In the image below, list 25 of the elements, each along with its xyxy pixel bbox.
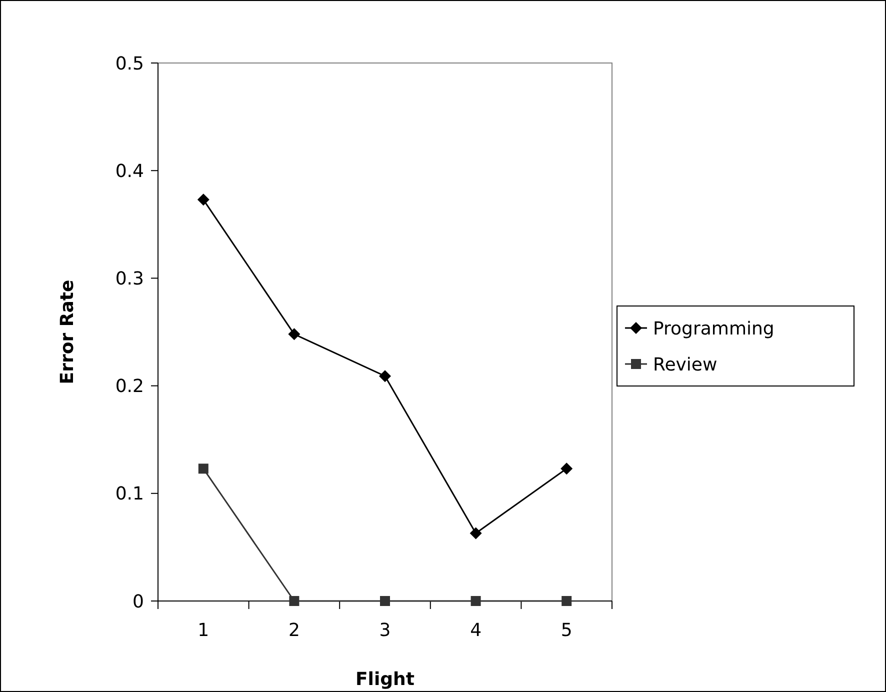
x-tick-label: 2 bbox=[288, 620, 300, 641]
y-tick-label: 0.3 bbox=[115, 268, 144, 290]
point bbox=[288, 328, 300, 340]
x-tick-label: 4 bbox=[470, 620, 482, 641]
point bbox=[470, 596, 481, 606]
x-tick-label: 3 bbox=[379, 620, 391, 641]
point bbox=[289, 596, 300, 606]
point bbox=[562, 596, 572, 606]
y-axis-title: Error Rate bbox=[57, 280, 78, 384]
point bbox=[379, 370, 391, 382]
legend-label: Review bbox=[653, 354, 718, 376]
y-tick-label: 0.2 bbox=[115, 376, 144, 398]
y-tick-label: 0.5 bbox=[115, 53, 144, 74]
y-tick-label: 0.4 bbox=[115, 160, 144, 182]
point bbox=[198, 464, 208, 474]
x-tick-label: 5 bbox=[560, 620, 572, 641]
point bbox=[560, 462, 573, 475]
point bbox=[197, 194, 210, 206]
point bbox=[380, 596, 390, 606]
y-tick-label: 0 bbox=[132, 591, 144, 612]
legend-label: Programming bbox=[653, 318, 774, 340]
x-axis-title: Flight bbox=[356, 669, 415, 690]
x-tick-label: 1 bbox=[198, 620, 210, 641]
point bbox=[470, 527, 482, 540]
y-tick-label: 0.1 bbox=[115, 484, 144, 505]
